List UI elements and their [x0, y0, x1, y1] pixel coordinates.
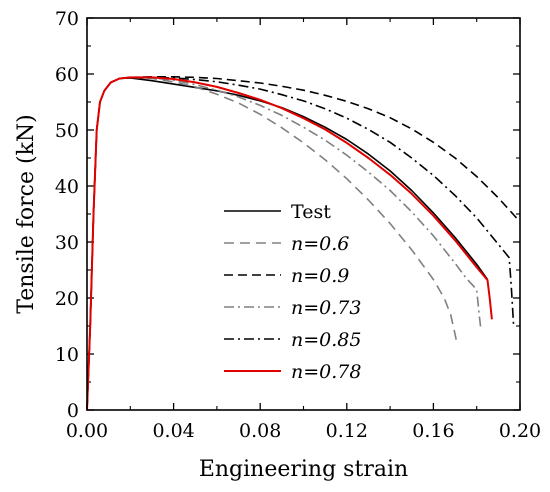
x-tick-label: 0.12 [326, 420, 368, 442]
y-tick-label: 40 [55, 176, 79, 198]
x-axis-label: Engineering strain [199, 457, 408, 482]
legend-label: n=0.78 [291, 361, 361, 383]
x-tick-labels: 0.00 0.04 0.08 0.12 0.16 0.20 [66, 420, 541, 442]
x-tick-label: 0.20 [499, 420, 541, 442]
y-tick-label: 60 [55, 64, 79, 86]
x-tick-label: 0.08 [239, 420, 281, 442]
legend-label: n=0.73 [291, 297, 361, 319]
y-tick-label: 50 [55, 120, 79, 142]
legend-label: n=0.85 [291, 329, 361, 351]
series-line-test [86, 77, 489, 411]
plot-frame [86, 17, 521, 411]
legend-label: n=0.9 [291, 265, 349, 287]
legend: Test n=0.6 n=0.9 n=0.73 n=0.85 n=0.78 [224, 201, 361, 383]
series-line-n-0-73 [86, 76, 482, 411]
x-tick-label: 0.16 [412, 420, 454, 442]
y-tick-label: 10 [55, 344, 79, 366]
series-line-n-0-85 [86, 76, 515, 411]
y-tick-label: 30 [55, 232, 79, 254]
y-tick-label: 70 [55, 8, 79, 30]
y-axis-label: Tensile force (kN) [14, 114, 39, 314]
legend-label: n=0.6 [291, 233, 349, 255]
series-lines [86, 76, 521, 411]
x-tick-label: 0.04 [152, 420, 194, 442]
x-tick-label: 0.00 [66, 420, 108, 442]
legend-label: Test [291, 201, 331, 223]
y-tick-labels: 0 10 20 30 40 50 60 70 [55, 8, 79, 422]
series-line-n-0-78 [86, 76, 493, 411]
y-tick-label: 20 [55, 288, 79, 310]
y-tick-label: 0 [67, 400, 79, 422]
